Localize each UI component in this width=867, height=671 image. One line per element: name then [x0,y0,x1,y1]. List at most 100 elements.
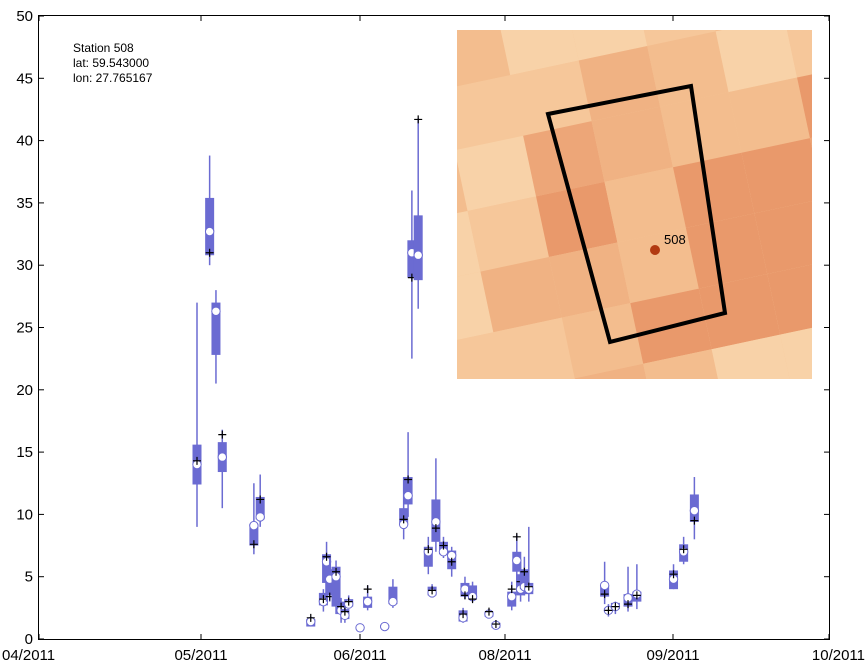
box-median-marker [689,505,700,516]
inset-map-tile [698,274,781,350]
annotation-station: Station 508 [73,41,134,55]
box-item [362,585,373,611]
box-observation-marker [218,430,227,439]
y-tick-label: 45 [16,70,33,87]
y-tick-label: 50 [16,8,33,25]
box-item [623,566,633,612]
inset-map-footprint-box [545,83,728,345]
box-body [249,524,259,546]
box-observation-marker [669,570,678,579]
box-body [519,569,529,590]
x-tick-label: 06/2011 [333,647,386,664]
box-observation-marker [306,613,315,622]
y-tick-label: 35 [16,195,33,212]
inset-map-tile [672,152,755,228]
box-observation-marker [491,620,500,629]
box-item [306,613,316,627]
inset-map-tile [685,213,768,289]
plot-area-frame [38,15,830,640]
box-observation-marker [679,545,688,554]
box-item [211,290,221,384]
box-body [413,215,423,281]
box-observation-marker [447,557,456,566]
box-item [678,536,689,565]
box-observation-marker [404,475,413,484]
inset-map-tile [480,257,562,333]
box-observation-marker [249,540,258,549]
box-series [192,115,700,633]
y-tick-label: 25 [16,320,33,337]
box-observation-marker [507,585,516,594]
inset-map-tile [604,167,686,243]
x-axis: 04/2011 05/2011 06/2011 08/2011 09/2011 10/20… [2,16,865,664]
box-observation-marker [520,567,529,576]
box-item [484,607,494,619]
inset-map-tile [617,227,699,304]
x-tick-label: 05/2011 [174,647,227,664]
box-item [632,564,642,610]
box-median-marker [599,580,610,591]
box-body [403,477,413,505]
box-body [205,197,215,256]
box-item [524,526,534,602]
box-body [407,240,417,278]
box-item [603,604,614,617]
box-observation-marker [193,456,201,465]
box-observation-marker [428,586,437,595]
box-item [446,546,457,577]
box-item [458,607,468,623]
inset-map-tile [711,334,794,379]
y-tick-label: 40 [16,133,33,150]
box-observation-marker [363,585,372,594]
box-item [467,581,478,604]
box-median-marker [512,555,522,566]
inset-map-tile [457,210,481,287]
box-body [331,566,341,607]
inset-map-tile [457,75,524,151]
inset-map-tile [457,271,494,347]
box-item [249,483,259,555]
y-tick-label: 20 [16,382,33,399]
box-item [427,584,437,598]
annotation-lat: lat: 59.543000 [73,56,149,70]
box-observation-marker [611,602,620,611]
inset-map-tile [457,332,507,379]
box-median-marker [380,621,390,632]
box-item [192,302,202,527]
inset-map-tile [780,320,812,379]
y-tick-label: 30 [16,257,33,274]
inset-map-tile [565,30,648,61]
box-observation-marker [468,595,477,604]
box-observation-marker [340,607,349,616]
box-median-marker [255,512,265,522]
box-median-marker [413,250,423,260]
box-item [331,560,341,615]
inset-map-tile [493,317,575,379]
box-median-marker [388,596,398,607]
box-item [255,474,265,527]
box-observation-marker [600,590,609,599]
box-item [599,561,610,605]
box-item [340,606,350,623]
x-tick-label: 09/2011 [646,647,699,664]
inset-map-tile [643,349,725,379]
box-item [204,155,215,266]
box-observation-marker [431,524,440,533]
box-item [413,115,423,309]
inset-map-tile [591,106,673,182]
box-median-marker [211,306,221,317]
inset-map-tile [561,303,644,379]
box-observation-marker [484,607,493,616]
box-item [491,620,501,630]
box-observation-marker [414,115,423,124]
box-item [355,623,365,633]
box-median-marker [217,452,227,462]
box-body [211,302,221,355]
y-tick-label: 10 [16,506,33,523]
box-observation-marker [322,552,331,561]
box-item [668,564,679,590]
box-median-marker [204,226,215,237]
inset-map-tile [767,259,812,335]
